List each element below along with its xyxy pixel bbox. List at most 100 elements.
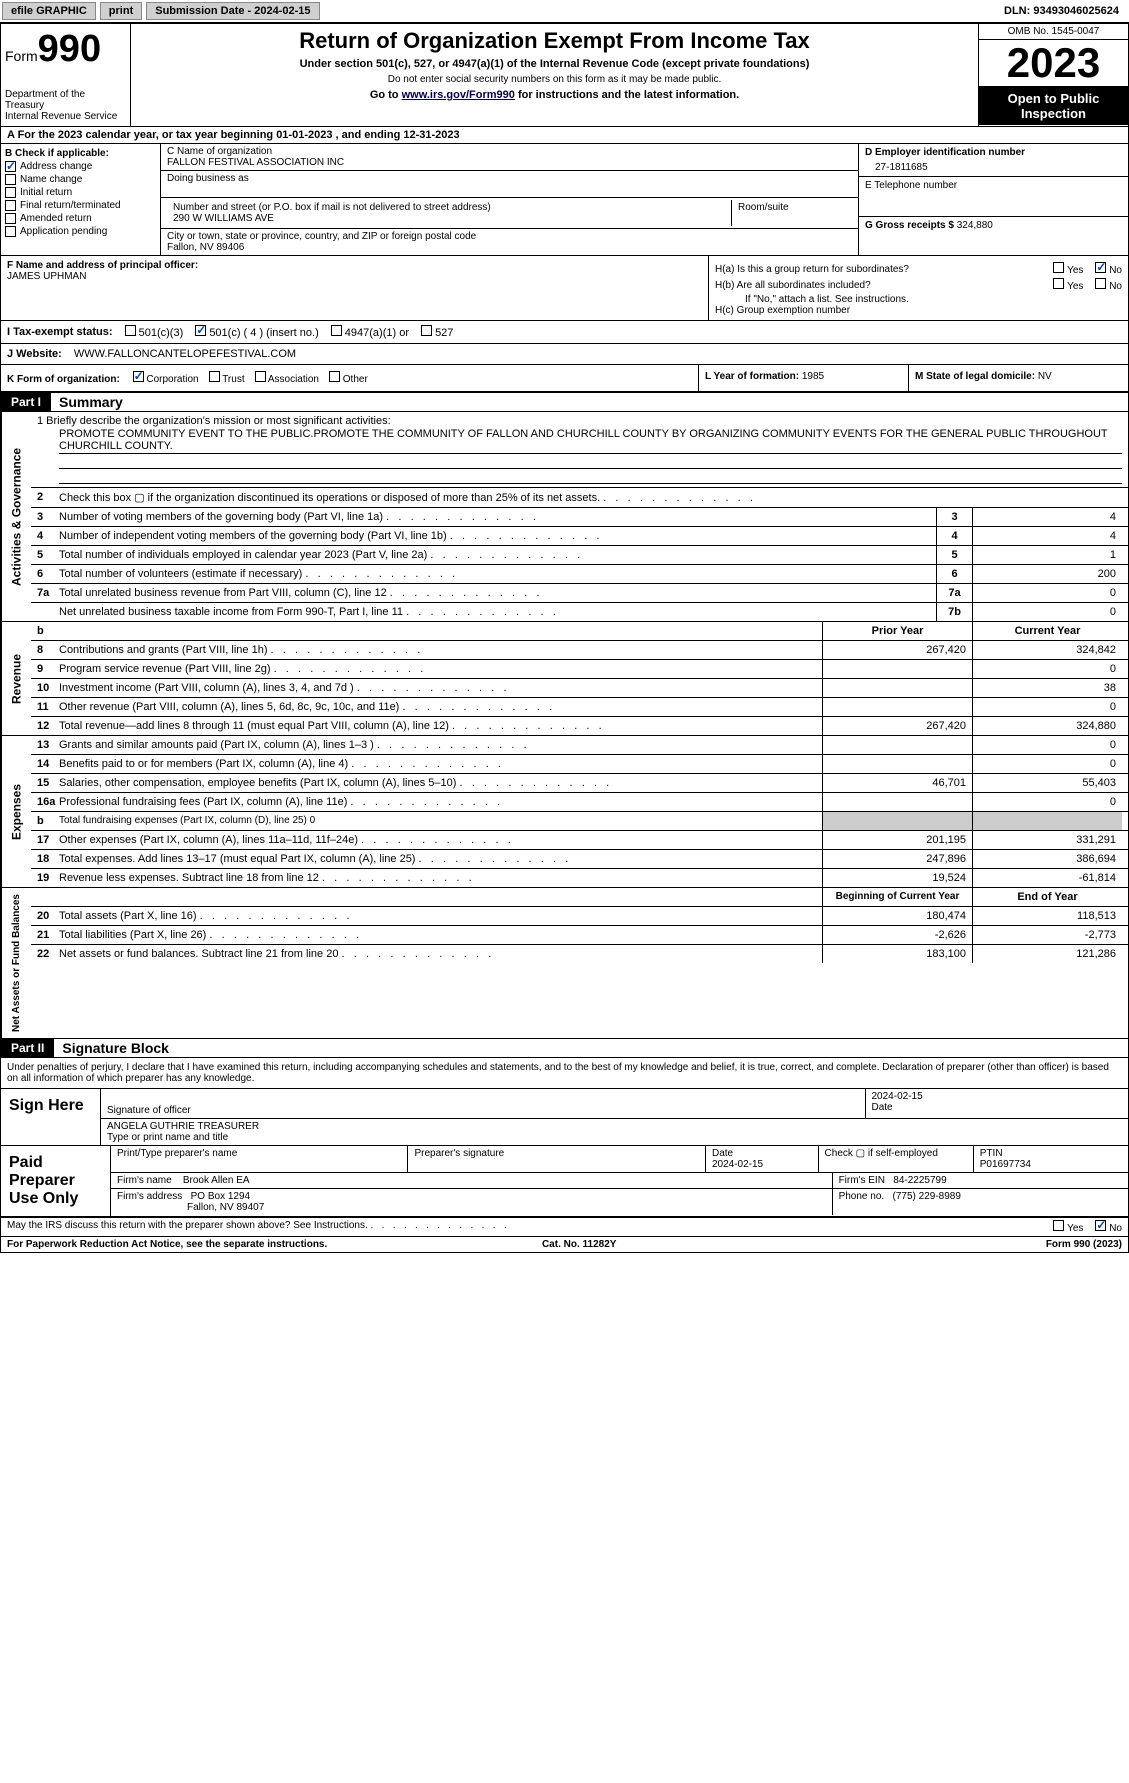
firm-phone-row: Phone no. (775) 229-8989 (833, 1189, 1128, 1215)
line-11: 11Other revenue (Part VIII, column (A), … (31, 698, 1128, 717)
street-label: Number and street (or P.O. box if mail i… (173, 202, 725, 213)
irs-label: Internal Revenue Service (5, 111, 126, 122)
vlabel-net-assets: Net Assets or Fund Balances (1, 888, 31, 1038)
col-f-officer: F Name and address of principal officer:… (1, 256, 708, 320)
submission-date: Submission Date - 2024-02-15 (146, 2, 319, 20)
applicable-checkbox-0: Address change (5, 161, 156, 172)
gov-line-6: Net unrelated business taxable income fr… (31, 603, 1128, 621)
na-cy-header: End of Year (972, 888, 1122, 906)
applicable-checkbox-3: Final return/terminated (5, 200, 156, 211)
checkbox-0[interactable] (5, 161, 16, 172)
vlabel-expenses: Expenses (1, 736, 31, 887)
section-expenses: Expenses 13Grants and similar amounts pa… (1, 736, 1128, 888)
applicable-checkbox-2: Initial return (5, 187, 156, 198)
applicable-checkbox-1: Name change (5, 174, 156, 185)
na-header-row: Beginning of Current Year End of Year (31, 888, 1128, 907)
prep-date: Date 2024-02-15 (706, 1146, 819, 1172)
m-state-domicile: M State of legal domicile: NV (908, 365, 1128, 391)
col-d-ein-phone: D Employer identification number 27-1811… (858, 144, 1128, 255)
row-j-website: J Website: WWW.FALLONCANTELOPEFESTIVAL.C… (1, 344, 1128, 365)
open-to-public: Open to Public Inspection (979, 87, 1128, 125)
discuss-no-checkbox[interactable] (1095, 1220, 1106, 1231)
line-13: 13Grants and similar amounts paid (Part … (31, 736, 1128, 755)
part-ii-header: Part II Signature Block (1, 1039, 1128, 1058)
sign-here-block: Sign Here Signature of officer 2024-02-1… (1, 1089, 1128, 1146)
part-i-badge: Part I (1, 393, 51, 411)
line-b: bTotal fundraising expenses (Part IX, co… (31, 812, 1128, 831)
i-527-checkbox[interactable] (421, 325, 432, 336)
paid-preparer-label: Paid Preparer Use Only (1, 1146, 111, 1216)
city-value: Fallon, NV 89406 (167, 242, 852, 253)
discuss-yes-checkbox[interactable] (1053, 1220, 1064, 1231)
form-goto: Go to www.irs.gov/Form990 for instructio… (139, 89, 970, 101)
dln: DLN: 93493046025624 (1004, 5, 1127, 17)
form-word: Form (5, 48, 38, 64)
prep-self-employed: Check ▢ if self-employed (819, 1146, 974, 1172)
block-bcde: B Check if applicable: Address changeNam… (1, 144, 1128, 256)
omb-number: OMB No. 1545-0047 (979, 24, 1128, 40)
org-name-row: C Name of organization FALLON FESTIVAL A… (161, 144, 858, 171)
col-b-checkboxes: B Check if applicable: Address changeNam… (1, 144, 161, 255)
row-a-calendar-year: A For the 2023 calendar year, or tax yea… (1, 127, 1128, 144)
form-page: Form990 Department of the Treasury Inter… (0, 23, 1129, 1253)
ein-value: 27-1811685 (865, 158, 1122, 173)
h-a-yes-checkbox[interactable] (1053, 262, 1064, 273)
tax-year: 2023 (979, 40, 1128, 87)
irs-link[interactable]: www.irs.gov/Form990 (402, 89, 515, 101)
k-opt-1-checkbox[interactable] (209, 371, 220, 382)
vlabel-revenue: Revenue (1, 622, 31, 735)
print-button[interactable]: print (100, 2, 142, 20)
ein-row: D Employer identification number 27-1811… (859, 144, 1128, 177)
phone-row: E Telephone number (859, 177, 1128, 217)
h-b-yes-checkbox[interactable] (1053, 278, 1064, 289)
line-10: 10Investment income (Part VIII, column (… (31, 679, 1128, 698)
gross-value: 324,880 (957, 220, 993, 231)
header-left: Form990 Department of the Treasury Inter… (1, 24, 131, 126)
i-501c3-checkbox[interactable] (125, 325, 136, 336)
line-22: 22Net assets or fund balances. Subtract … (31, 945, 1128, 963)
k-opt-2-checkbox[interactable] (255, 371, 266, 382)
line-16a: 16aProfessional fundraising fees (Part I… (31, 793, 1128, 812)
irs-discuss-row: May the IRS discuss this return with the… (1, 1218, 1128, 1237)
col-h-group: H(a) Is this a group return for subordin… (708, 256, 1128, 320)
col-c-name-address: C Name of organization FALLON FESTIVAL A… (161, 144, 858, 255)
i-501c-checkbox[interactable] (195, 325, 206, 336)
i-label: I Tax-exempt status: (7, 326, 113, 338)
line-8: 8Contributions and grants (Part VIII, li… (31, 641, 1128, 660)
h-b-no-checkbox[interactable] (1095, 278, 1106, 289)
na-py-header: Beginning of Current Year (822, 888, 972, 906)
current-year-header: Current Year (972, 622, 1122, 640)
form-number: Form990 (5, 28, 126, 71)
line-17: 17Other expenses (Part IX, column (A), l… (31, 831, 1128, 850)
checkbox-3[interactable] (5, 200, 16, 211)
i-4947-checkbox[interactable] (331, 325, 342, 336)
mission-text: PROMOTE COMMUNITY EVENT TO THE PUBLIC.PR… (59, 427, 1122, 454)
h-a-no-checkbox[interactable] (1095, 262, 1106, 273)
efile-graphic-label: efile GRAPHIC (2, 2, 96, 20)
row-i-tax-status: I Tax-exempt status: 501(c)(3) 501(c) ( … (1, 321, 1128, 344)
footer-form: Form 990 (2023) (1046, 1239, 1122, 1250)
checkbox-4[interactable] (5, 213, 16, 224)
line-19: 19Revenue less expenses. Subtract line 1… (31, 869, 1128, 887)
h-b-note: If "No," attach a list. See instructions… (715, 294, 1122, 305)
gov-line-2: 2Check this box ▢ if the organization di… (31, 488, 1128, 508)
h-b-label: H(b) Are all subordinates included? (715, 280, 871, 291)
part-i-title: Summary (51, 394, 123, 410)
phone-label: E Telephone number (865, 180, 1122, 191)
line-14: 14Benefits paid to or for members (Part … (31, 755, 1128, 774)
page-footer: For Paperwork Reduction Act Notice, see … (1, 1237, 1128, 1252)
k-opt-3-checkbox[interactable] (329, 371, 340, 382)
paid-preparer-block: Paid Preparer Use Only Print/Type prepar… (1, 1146, 1128, 1218)
checkbox-1[interactable] (5, 174, 16, 185)
checkbox-2[interactable] (5, 187, 16, 198)
form-title: Return of Organization Exempt From Incom… (139, 28, 970, 54)
header-right: OMB No. 1545-0047 2023 Open to Public In… (978, 24, 1128, 126)
k-opt-0-checkbox[interactable] (133, 371, 144, 382)
gross-receipts-row: G Gross receipts $ 324,880 (859, 217, 1128, 234)
gov-line-4: 4Number of independent voting members of… (31, 527, 1128, 546)
street-value: 290 W WILLIAMS AVE (173, 213, 725, 224)
line-12: 12Total revenue—add lines 8 through 11 (… (31, 717, 1128, 735)
website-url: WWW.FALLONCANTELOPEFESTIVAL.COM (74, 348, 296, 360)
checkbox-5[interactable] (5, 226, 16, 237)
form-header: Form990 Department of the Treasury Inter… (1, 24, 1128, 127)
